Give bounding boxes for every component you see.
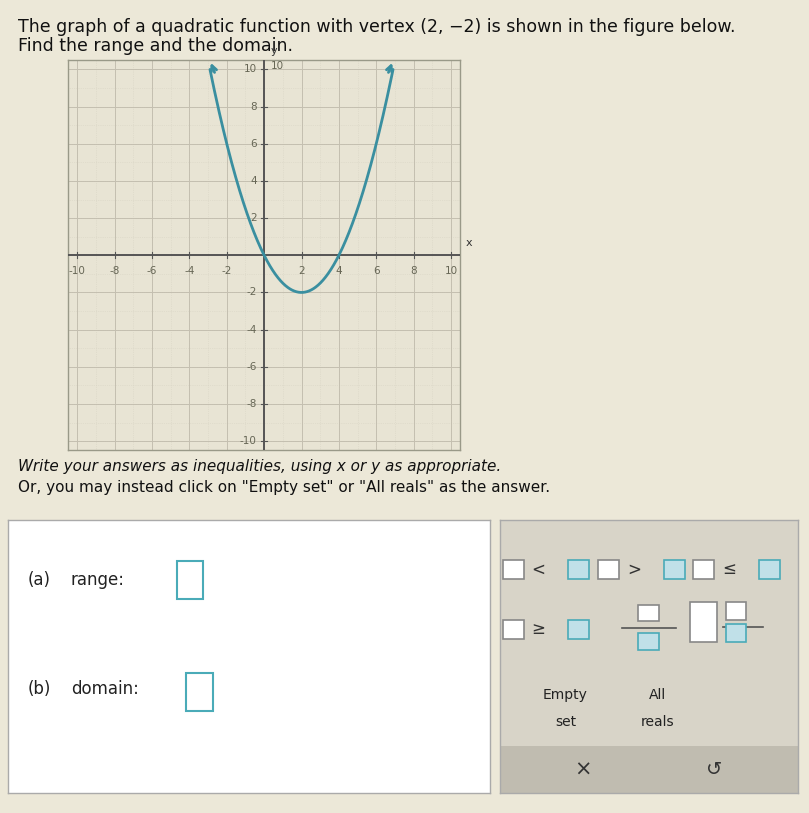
Text: -6: -6	[246, 362, 256, 372]
Text: 10: 10	[444, 267, 458, 276]
Text: y: y	[271, 46, 277, 56]
Text: Or, you may instead click on "Empty set" or "All reals" as the answer.: Or, you may instead click on "Empty set"…	[18, 480, 550, 494]
Bar	[726, 602, 746, 620]
Bar	[691, 602, 718, 641]
Bar	[569, 620, 589, 639]
Text: The graph of a quadratic function with vertex (2, −2) is shown in the figure bel: The graph of a quadratic function with v…	[18, 18, 735, 36]
Text: ≤: ≤	[722, 560, 736, 578]
Text: range:: range:	[70, 572, 125, 589]
Text: Write your answers as inequalities, using x or y as appropriate.: Write your answers as inequalities, usin…	[18, 459, 501, 474]
Text: 2: 2	[299, 267, 305, 276]
Text: -2: -2	[246, 288, 256, 298]
Text: (b): (b)	[28, 680, 51, 698]
Text: 2: 2	[250, 213, 256, 223]
Bar	[500, 746, 798, 793]
Text: x: x	[466, 238, 472, 248]
Bar	[726, 624, 746, 641]
Bar	[759, 560, 780, 579]
Text: (a): (a)	[28, 572, 50, 589]
Text: 6: 6	[250, 139, 256, 149]
Text: set: set	[555, 715, 576, 729]
Text: ≥: ≥	[532, 620, 545, 638]
Text: -8: -8	[246, 399, 256, 409]
Text: 6: 6	[373, 267, 379, 276]
Bar	[693, 560, 714, 579]
Bar	[503, 620, 523, 639]
Bar	[638, 633, 659, 650]
Text: 10: 10	[244, 64, 256, 75]
Text: domain:: domain:	[70, 680, 138, 698]
Text: -4: -4	[184, 267, 195, 276]
Text: -2: -2	[222, 267, 232, 276]
Text: ×: ×	[574, 759, 592, 780]
Text: -4: -4	[246, 324, 256, 335]
Bar	[177, 561, 203, 599]
Text: 10: 10	[271, 61, 284, 71]
Text: 4: 4	[250, 176, 256, 186]
Bar	[569, 560, 589, 579]
Bar	[598, 560, 619, 579]
Text: Find the range and the domain.: Find the range and the domain.	[18, 37, 293, 55]
Text: >: >	[627, 560, 641, 578]
Text: All: All	[649, 688, 667, 702]
Bar	[503, 560, 523, 579]
Bar	[638, 605, 659, 621]
Bar	[663, 560, 684, 579]
Text: -8: -8	[109, 267, 120, 276]
Text: -6: -6	[147, 267, 157, 276]
Text: Empty: Empty	[543, 688, 588, 702]
Text: ↺: ↺	[706, 760, 722, 779]
Text: 8: 8	[410, 267, 417, 276]
Text: reals: reals	[641, 715, 675, 729]
Text: -10: -10	[239, 436, 256, 446]
Text: 8: 8	[250, 102, 256, 111]
Text: <: <	[532, 560, 545, 578]
Text: -10: -10	[69, 267, 86, 276]
Bar	[187, 673, 213, 711]
Text: 4: 4	[336, 267, 342, 276]
